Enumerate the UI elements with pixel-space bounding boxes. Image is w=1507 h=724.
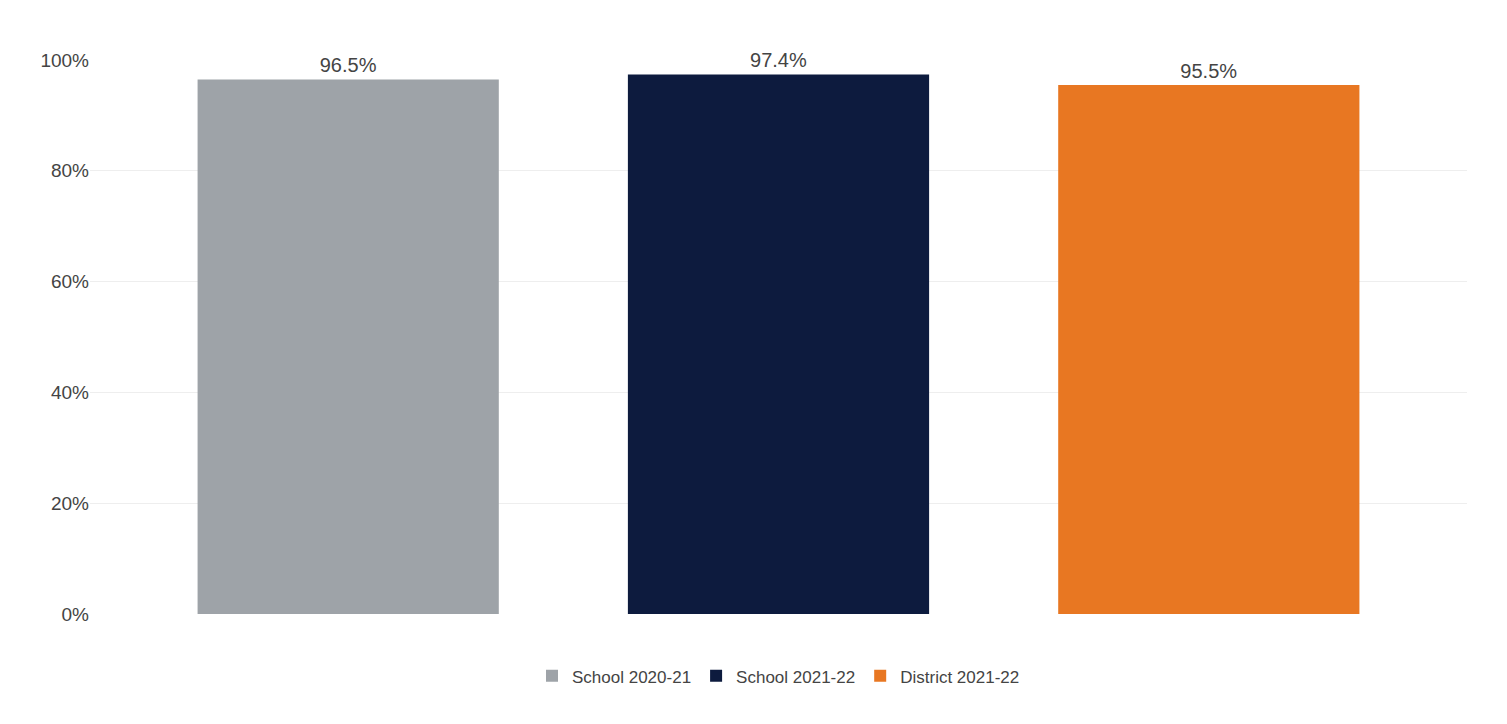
svg-text:20%: 20%	[51, 493, 89, 514]
svg-text:96.5%: 96.5%	[320, 54, 377, 76]
svg-text:40%: 40%	[51, 382, 89, 403]
svg-text:95.5%: 95.5%	[1180, 60, 1237, 82]
svg-text:School 2020-21: School 2020-21	[572, 668, 691, 687]
svg-text:80%: 80%	[51, 160, 89, 181]
svg-text:100%: 100%	[40, 50, 89, 71]
svg-text:97.4%: 97.4%	[750, 49, 807, 71]
svg-text:0%: 0%	[62, 604, 90, 625]
svg-text:60%: 60%	[51, 271, 89, 292]
svg-text:District 2021-22: District 2021-22	[900, 668, 1019, 687]
svg-text:School 2021-22: School 2021-22	[736, 668, 855, 687]
